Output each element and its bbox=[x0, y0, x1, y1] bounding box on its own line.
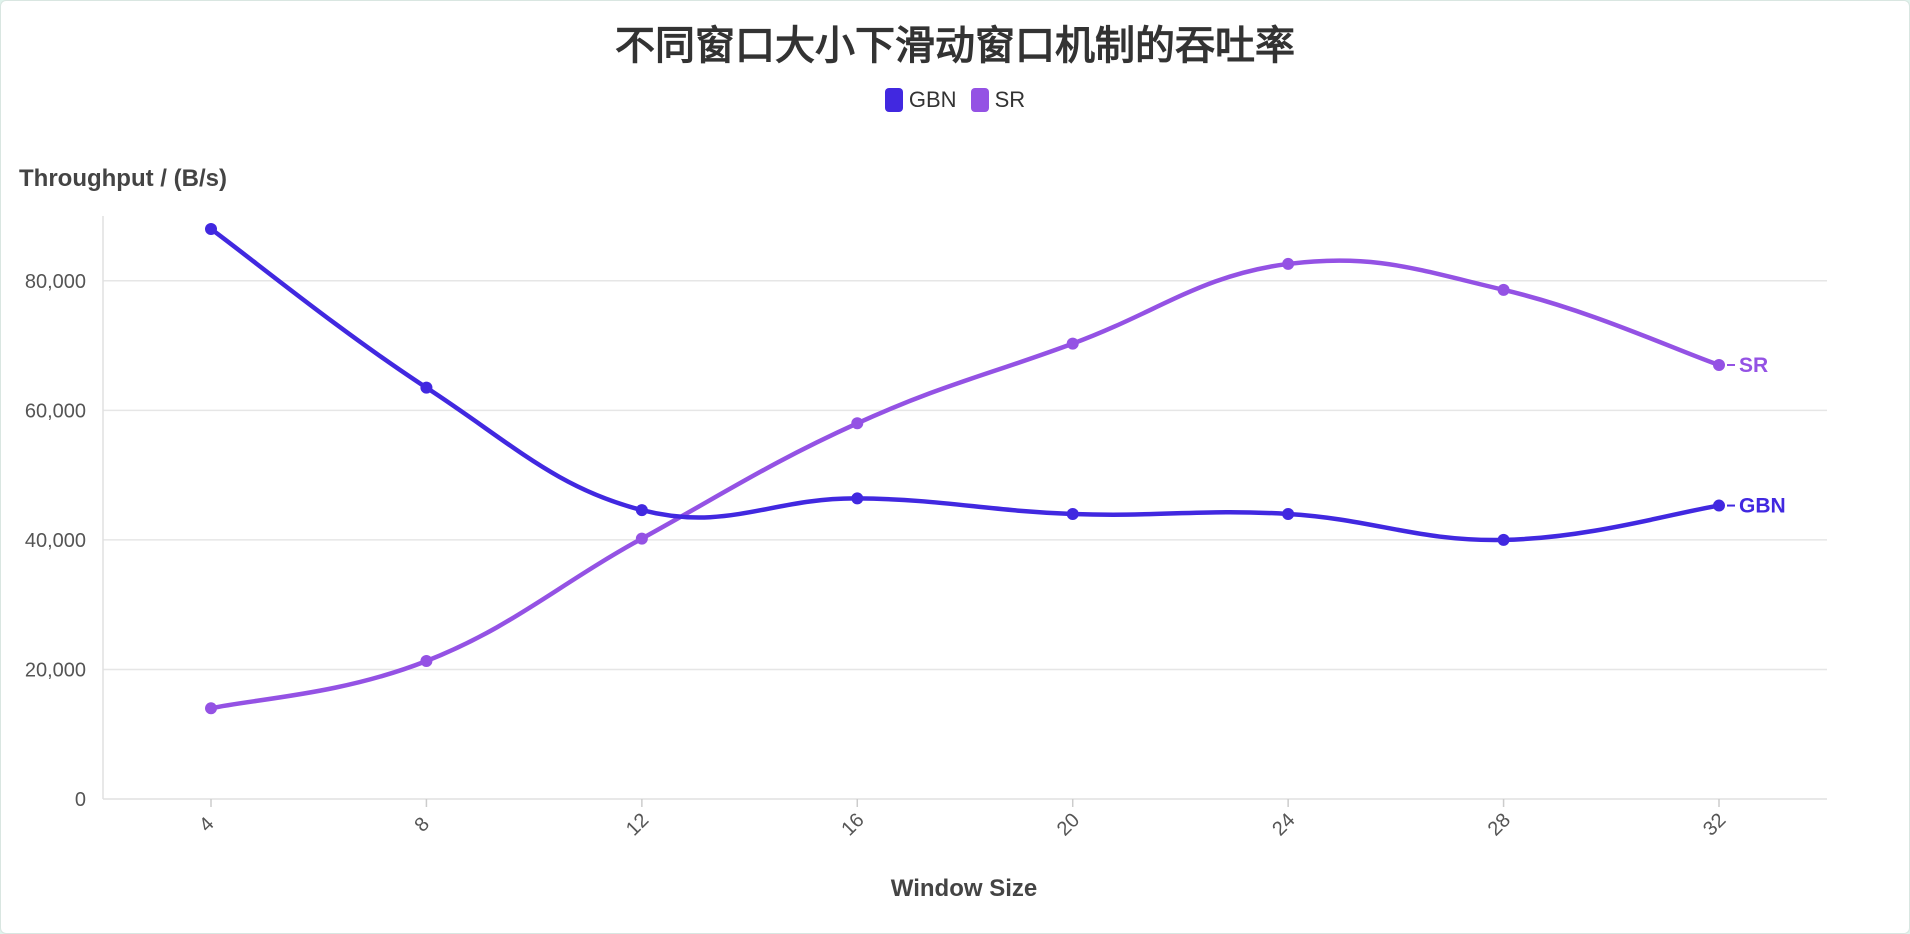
data-point-sr[interactable] bbox=[1282, 257, 1295, 270]
y-tick-label: 20,000 bbox=[25, 659, 86, 681]
end-label-sr: SR bbox=[1739, 354, 1768, 377]
x-tick-label: 4 bbox=[195, 813, 218, 836]
y-tick-label: 0 bbox=[75, 789, 86, 811]
data-point-gbn[interactable] bbox=[420, 381, 433, 394]
series-layer: SR GBN bbox=[205, 222, 1786, 715]
data-point-gbn[interactable] bbox=[851, 492, 864, 505]
end-label-gbn: GBN bbox=[1739, 495, 1786, 518]
data-point-gbn[interactable] bbox=[205, 222, 217, 235]
data-point-gbn[interactable] bbox=[1066, 507, 1079, 520]
x-axis-title: Window Size bbox=[891, 875, 1037, 902]
series-line-gbn bbox=[208, 226, 1722, 543]
legend-label-gbn: GBN bbox=[908, 87, 957, 112]
series-gbn: GBN bbox=[205, 222, 1786, 546]
legend-label-sr: SR bbox=[994, 87, 1026, 112]
legend: GBN SR bbox=[1, 87, 1909, 113]
data-point-gbn[interactable] bbox=[1497, 533, 1510, 546]
x-tick-label: 32 bbox=[1699, 809, 1730, 840]
x-tick-label: 8 bbox=[410, 813, 433, 836]
data-point-sr[interactable] bbox=[635, 532, 648, 545]
legend-item-gbn[interactable]: GBN bbox=[884, 87, 957, 113]
x-tick-label: 24 bbox=[1268, 809, 1299, 840]
data-point-gbn[interactable] bbox=[635, 504, 648, 517]
x-tick-label: 16 bbox=[837, 809, 868, 840]
data-point-sr[interactable] bbox=[1713, 358, 1725, 371]
data-point-gbn[interactable] bbox=[1282, 507, 1295, 520]
data-point-sr[interactable] bbox=[1497, 283, 1510, 296]
x-tick-label: 28 bbox=[1484, 809, 1515, 840]
series-sr: SR bbox=[205, 257, 1768, 715]
chart-title: 不同窗口大小下滑动窗口机制的吞吐率 bbox=[615, 23, 1295, 69]
series-line-sr bbox=[208, 258, 1722, 711]
legend-swatch-gbn bbox=[884, 88, 903, 112]
y-tick-label: 60,000 bbox=[25, 400, 86, 422]
x-tick-label: 20 bbox=[1053, 809, 1084, 840]
data-point-sr[interactable] bbox=[205, 702, 217, 715]
y-tick-label: 80,000 bbox=[25, 271, 86, 293]
legend-swatch-sr bbox=[970, 88, 989, 112]
y-tick-label: 40,000 bbox=[25, 530, 86, 552]
data-point-sr[interactable] bbox=[420, 655, 433, 668]
grid-layer bbox=[103, 280, 1827, 671]
data-point-sr[interactable] bbox=[1066, 337, 1079, 350]
axis-layer: 0 20,000 40,000 60,000 80,000 4 8 12 16 20 24 28 32 bbox=[25, 216, 1827, 840]
x-tick-label: 12 bbox=[622, 809, 653, 840]
data-point-gbn[interactable] bbox=[1713, 499, 1725, 512]
data-point-sr[interactable] bbox=[851, 417, 864, 430]
legend-item-sr[interactable]: SR bbox=[970, 87, 1026, 113]
y-axis-title: Throughput / (B/s) bbox=[19, 165, 227, 192]
